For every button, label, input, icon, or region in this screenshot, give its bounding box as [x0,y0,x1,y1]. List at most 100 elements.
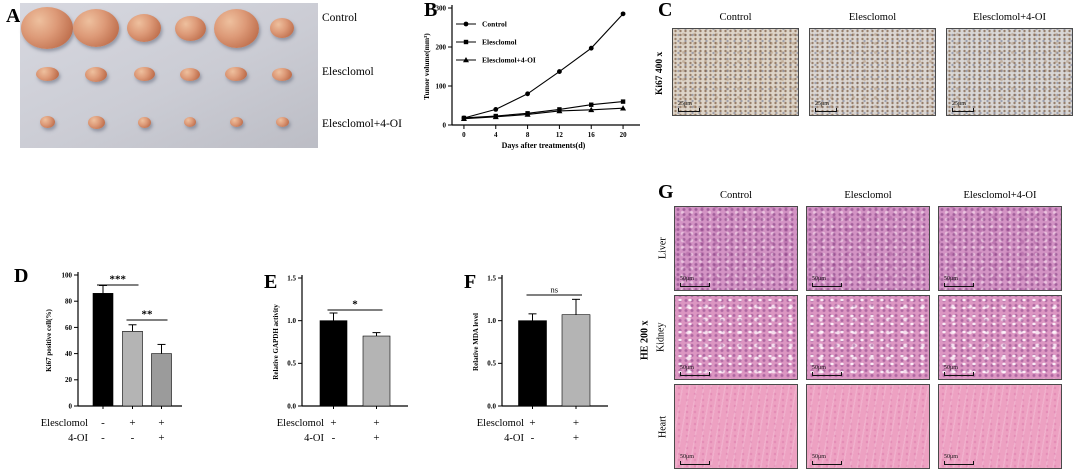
svg-text:+: + [573,432,579,444]
svg-text:40: 40 [65,350,73,358]
svg-text:0.5: 0.5 [487,360,496,368]
scale-bar-text: 50μm [680,454,694,461]
svg-text:**: ** [142,309,154,321]
ki67-row-label: Ki67 400 x [655,51,665,95]
ki67-micrograph-elesclomol-4-oi: 25μm [946,28,1073,116]
scale-bar: 50μm [680,454,710,465]
scale-bar-line [680,372,710,376]
ki67-column-headers: Control Elesclomol Elesclomol+4-OI [672,12,1073,23]
scale-bar: 50μm [680,365,710,376]
panel-label-b: B [424,0,438,21]
tumor [87,115,105,129]
scale-bar-text: 50μm [812,276,826,283]
he-header-elesclomol-4oi: Elesclomol+4-OI [963,190,1037,201]
tumor [85,66,107,82]
svg-text:16: 16 [588,131,596,139]
svg-text:+: + [158,432,164,444]
he-micrograph-kidney-elesclomol-4-oi: 50μm [938,295,1062,380]
he-micrograph-heart-control: 50μm [674,384,798,469]
scale-bar-line [812,461,842,465]
group-label-elesclomol-4oi: Elesclomol+4-OI [322,118,402,130]
tissue-label-kidney: Kidney [655,322,667,353]
svg-text:0: 0 [443,121,447,129]
svg-text:60: 60 [65,324,73,332]
scale-bar-text: 50μm [812,454,826,461]
scale-bar-line [812,372,842,376]
svg-text:8: 8 [526,131,530,139]
scale-bar-text: 25μm [815,101,829,108]
group-label-control: Control [322,12,358,24]
scale-bar-line [944,283,974,287]
panel-label-c: C [658,0,673,21]
panel-label-d: D [14,265,29,287]
svg-text:+: + [373,417,379,429]
svg-text:Elesclomol: Elesclomol [277,418,324,429]
svg-text:*: * [352,299,358,311]
scale-bar-text: 50μm [944,276,958,283]
ki67-header-control: Control [719,12,752,23]
ki67-micrograph-elesclomol: 25μm [809,28,936,116]
tumor [270,18,294,38]
svg-text:1.0: 1.0 [287,317,296,325]
he-header-control: Control [719,190,753,201]
tumor [174,15,206,41]
svg-text:4-OI: 4-OI [68,433,88,444]
svg-text:200: 200 [436,43,447,51]
tumor [213,8,259,48]
tumor [21,7,73,49]
svg-text:Elesclomol: Elesclomol [482,38,517,47]
scale-bar-line [944,461,974,465]
tumor [35,67,59,81]
svg-text:Tumor volume(mm³): Tumor volume(mm³) [422,33,431,100]
svg-text:+: + [129,417,135,429]
tumor-volume-line-chart: 0 100 200 300 0 4 8 12 16 20 Days after treatments… [422,4,640,150]
tissue-label-heart: Heart [657,415,669,438]
svg-text:+: + [330,417,336,429]
scale-bar-line [680,461,710,465]
tumor [225,67,247,81]
svg-text:300: 300 [436,4,447,12]
svg-text:0.0: 0.0 [487,402,496,410]
tumor [39,116,55,128]
svg-text:+: + [158,417,164,429]
ki67-micrograph-strip: 25μm 25μm 25μm [672,28,1073,116]
svg-text:-: - [101,417,105,429]
scale-bar: 50μm [680,276,710,287]
scale-bar-text: 50μm [680,276,694,283]
he-micrograph-kidney-control: 50μm [674,295,798,380]
tumor [180,67,200,81]
scale-bar: 50μm [944,454,974,465]
panel-label-a: A [6,5,21,27]
svg-text:-: - [332,432,336,444]
scale-bar-line [812,283,842,287]
tumor [127,14,161,42]
tumor [275,117,289,127]
tumor [184,117,196,127]
tumor-photo [20,3,318,148]
svg-text:+: + [529,417,535,429]
he-micrograph-heart-elesclomol: 50μm [806,384,930,469]
svg-text:-: - [131,432,135,444]
he-micrograph-heart-elesclomol-4-oi: 50μm [938,384,1062,469]
svg-text:+: + [573,417,579,429]
svg-text:Days after treatments(d): Days after treatments(d) [502,141,586,150]
ki67-micrograph-control: 25μm [672,28,799,116]
svg-text:+: + [373,432,379,444]
svg-text:0.5: 0.5 [287,360,296,368]
scale-bar-text: 25μm [952,101,966,108]
scale-bar: 50μm [812,454,842,465]
panel-label-e: E [264,271,278,293]
svg-text:4: 4 [494,131,498,139]
svg-text:Ki67 positive cell(%): Ki67 positive cell(%) [45,309,53,372]
he-micrograph-liver-elesclomol: 50μm [806,206,930,291]
svg-text:Elesclomol: Elesclomol [41,418,88,429]
scale-bar: 25μm [678,101,700,112]
svg-text:1.5: 1.5 [287,274,296,282]
scale-bar-text: 50μm [812,365,826,372]
scale-bar: 50μm [812,365,842,376]
scale-bar-line [952,108,974,112]
ki67-header-elesclomol: Elesclomol [848,12,897,23]
svg-text:20: 20 [65,376,73,384]
scale-bar: 50μm [944,276,974,287]
